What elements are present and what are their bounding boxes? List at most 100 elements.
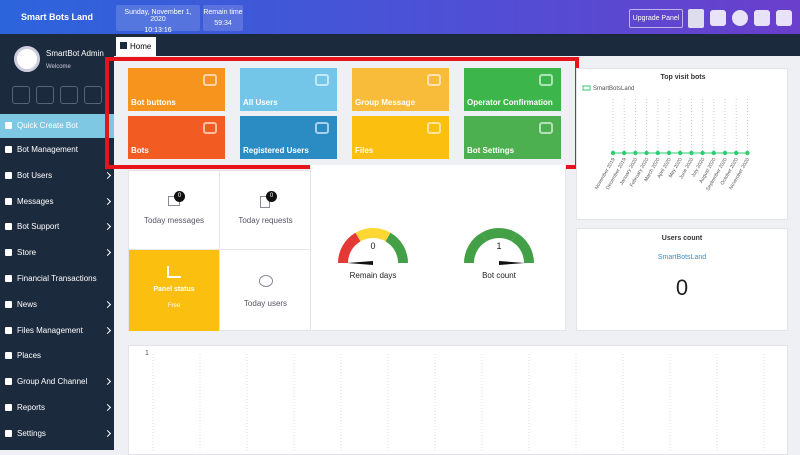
menu-item[interactable]: Messages [0, 190, 114, 214]
menu-label: Quick Create Bot [17, 121, 78, 130]
gauge-arc [464, 232, 487, 264]
menu-item[interactable]: Store [0, 241, 114, 265]
tile-icon [315, 74, 329, 86]
badge: 0 [174, 191, 185, 202]
tile[interactable]: Files [352, 116, 449, 159]
menu-label: Files Management [17, 325, 83, 335]
chevron [103, 326, 112, 334]
stat-label: Today messages [143, 216, 205, 225]
tab-label: Home [130, 42, 152, 51]
gauge-arc [385, 232, 408, 264]
tile[interactable]: Bot Settings [464, 116, 561, 159]
menu-item[interactable]: Bot Users [0, 164, 114, 188]
menu-item[interactable]: Bot Management [0, 138, 114, 162]
tile-label: Bots [131, 146, 149, 155]
avatar-icon[interactable] [688, 9, 704, 28]
tile-icon [203, 122, 217, 134]
top-bar: Smart Bots Land Sunday, November 1, 2020… [0, 0, 800, 34]
menu-item[interactable]: Places [0, 344, 114, 368]
menu-item[interactable]: Files Management [0, 319, 114, 343]
legend-label: SmartBotsLand [593, 86, 634, 92]
point [689, 150, 694, 156]
tile-icon [315, 122, 329, 134]
tile[interactable]: Bot buttons [128, 68, 225, 111]
tile[interactable]: Group Message [352, 68, 449, 111]
stats-panel: 0 Today messages 0 Today requests Panel … [128, 170, 311, 331]
globe-icon[interactable] [732, 10, 748, 26]
power-button[interactable] [84, 86, 102, 104]
menu-item[interactable]: Settings [0, 422, 114, 446]
panel-subtitle: SmartBotsLand [657, 254, 707, 261]
gauge-needle [499, 261, 525, 265]
chevron [103, 249, 112, 257]
chevron [103, 300, 112, 308]
sidebar: SmartBot Admin Welcome Quick Create Bot B… [0, 34, 114, 450]
sign-icon[interactable] [776, 10, 792, 26]
users-icon [259, 275, 273, 287]
menu-label: Reports [17, 403, 46, 412]
tile-icon [539, 74, 553, 86]
point [745, 150, 750, 156]
time: 10:13:16 [144, 27, 172, 34]
welcome: Welcome [46, 64, 71, 70]
tile-label: Files [355, 146, 374, 155]
menu-label: Financial Transactions [17, 274, 97, 283]
profile-avatar [14, 46, 40, 72]
menu-icon [5, 378, 12, 386]
legend-swatch [582, 85, 591, 91]
home-tab[interactable]: Home [116, 37, 156, 56]
divider [129, 249, 311, 250]
hand-icon[interactable] [754, 10, 770, 26]
megaphone-icon[interactable] [710, 10, 726, 26]
menu-icon [5, 300, 12, 308]
tab-bar: Home [114, 34, 800, 56]
gauge-needle [347, 261, 373, 265]
menu-label: Places [17, 351, 42, 361]
menu-item[interactable]: News [0, 293, 114, 317]
chevron [103, 378, 112, 386]
requests-icon [260, 196, 270, 208]
menu-icon [5, 404, 12, 411]
menu-label: Bot Management [17, 145, 78, 154]
settings-button[interactable] [36, 86, 54, 104]
menu-item[interactable]: Quick Create Bot [0, 114, 114, 138]
profile-button[interactable] [12, 86, 30, 104]
remain-label: Remain time [203, 9, 243, 16]
point [711, 150, 716, 156]
menu-item[interactable]: Reports [0, 396, 114, 420]
chevron [103, 403, 112, 412]
panel-status[interactable]: Panel status Free [129, 250, 219, 331]
tile-label: Operator Confirmation [467, 98, 553, 107]
badge: 0 [266, 191, 277, 202]
point [622, 150, 627, 156]
tile-label: Bot Settings [467, 146, 515, 155]
tile-label: Bot buttons [131, 98, 176, 107]
menu-icon [5, 223, 12, 231]
menu-label: Group And Channel [17, 377, 88, 387]
menu-item[interactable]: Financial Transactions [0, 267, 114, 291]
point [655, 150, 660, 156]
date-box: Sunday, November 1, 2020 10:13:16 [116, 5, 200, 34]
tile[interactable]: Operator Confirmation [464, 68, 561, 111]
gauges: 0 Remain days 1 Bot count [338, 228, 534, 280]
divider [219, 171, 220, 331]
status-value: Free [167, 303, 181, 309]
menu-item[interactable]: Bot Support [0, 215, 114, 239]
gauge-arc [355, 228, 391, 242]
gauges-panel: 0 Remain days 1 Bot count [310, 165, 566, 331]
menu-icon [5, 275, 12, 282]
tile[interactable]: Registered Users [240, 116, 337, 159]
menu-item[interactable]: Group And Channel [0, 370, 114, 394]
help-button[interactable] [60, 86, 78, 104]
tile[interactable]: All Users [240, 68, 337, 111]
gauge-value: 0 [370, 241, 375, 251]
menu-label: Store [17, 248, 37, 258]
menu-icon [5, 326, 12, 334]
point [722, 150, 728, 156]
menu-label: News [17, 299, 38, 309]
tile-label: All Users [243, 98, 278, 107]
upgrade-button[interactable]: Upgrade Panel [629, 9, 683, 28]
tile[interactable]: Bots [128, 116, 225, 159]
date: Sunday, November 1, 2020 [124, 9, 192, 23]
point [678, 150, 683, 156]
